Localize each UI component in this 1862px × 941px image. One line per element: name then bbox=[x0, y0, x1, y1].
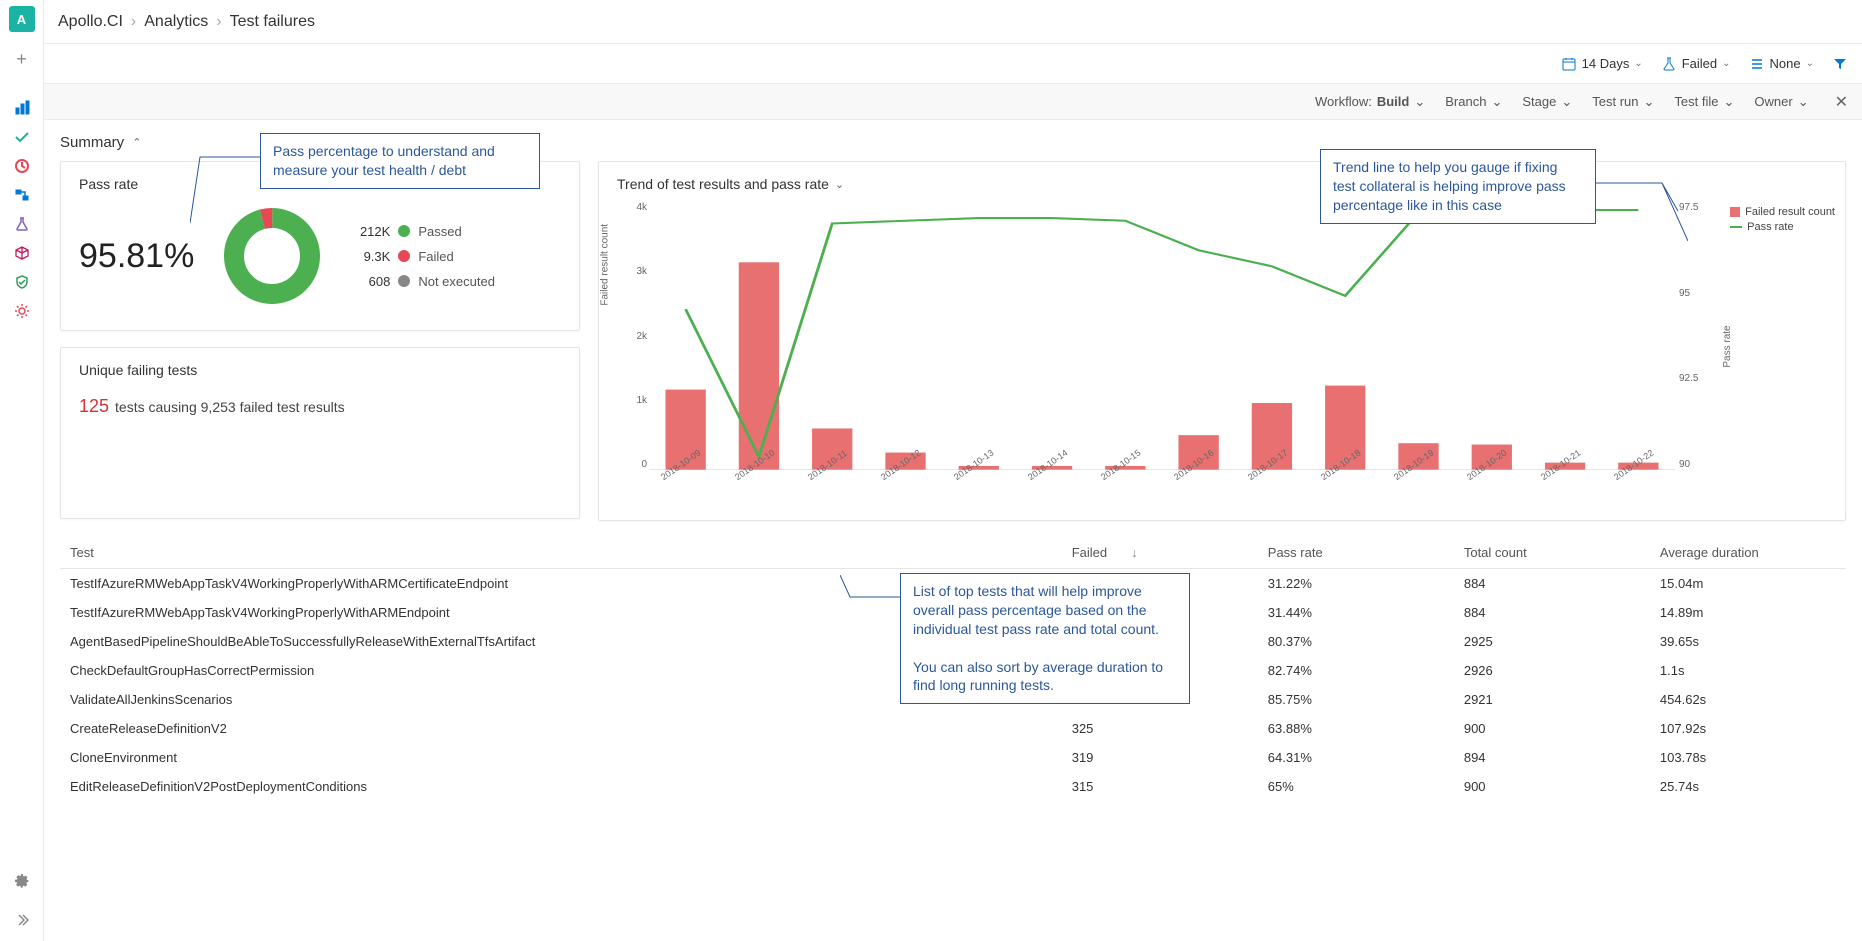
approve-icon[interactable] bbox=[11, 126, 33, 148]
sort-arrow-icon: ↓ bbox=[1131, 545, 1138, 560]
flask-icon[interactable] bbox=[11, 213, 33, 235]
close-filters-button[interactable]: ✕ bbox=[1835, 92, 1848, 112]
filter-test-run[interactable]: Test run⌄ bbox=[1592, 94, 1654, 110]
chevron-down-icon: ⌄ bbox=[1491, 94, 1502, 110]
col-total-count[interactable]: Total count bbox=[1454, 537, 1650, 569]
chevron-down-icon: ⌄ bbox=[1634, 58, 1642, 69]
chart-icon[interactable] bbox=[11, 97, 33, 119]
group-icon bbox=[1749, 56, 1765, 72]
y-right-label: Pass rate bbox=[1722, 325, 1733, 367]
col-test[interactable]: Test bbox=[60, 537, 1062, 569]
callout-table: List of top tests that will help improve… bbox=[900, 573, 1190, 704]
group-label: None bbox=[1770, 56, 1801, 71]
chevron-down-icon: ⌄ bbox=[1723, 94, 1734, 110]
legend-line-swatch bbox=[1730, 226, 1742, 228]
add-button[interactable]: + bbox=[9, 46, 35, 72]
filter-stage[interactable]: Stage⌄ bbox=[1522, 94, 1572, 110]
legend-row: 9.3KFailed bbox=[350, 249, 495, 264]
chevron-down-icon: ⌄ bbox=[1644, 94, 1655, 110]
filter-owner[interactable]: Owner⌄ bbox=[1754, 94, 1808, 110]
chevron-down-icon: ⌄ bbox=[1722, 58, 1730, 69]
project-logo[interactable]: A bbox=[9, 6, 35, 32]
calendar-icon bbox=[1561, 56, 1577, 72]
table-row[interactable]: CloneEnvironment31964.31%894103.78s bbox=[60, 743, 1846, 772]
toolbar-filters: Workflow: Build ⌄ Branch⌄ Stage⌄ Test run⌄… bbox=[44, 84, 1862, 120]
breadcrumb-sep: › bbox=[131, 13, 136, 31]
legend-row: 212KPassed bbox=[350, 224, 495, 239]
group-dropdown[interactable]: None ⌄ bbox=[1749, 56, 1814, 72]
legend-bar-swatch bbox=[1730, 207, 1740, 217]
chevron-down-icon: ⌄ bbox=[1806, 58, 1814, 69]
period-dropdown[interactable]: 14 Days ⌄ bbox=[1561, 56, 1643, 72]
chevron-down-icon: ⌄ bbox=[1561, 94, 1572, 110]
callout-trend: Trend line to help you gauge if fixing t… bbox=[1320, 149, 1596, 224]
left-nav-rail: A + bbox=[0, 0, 44, 941]
breadcrumb: Apollo.CI › Analytics › Test failures bbox=[44, 0, 1862, 44]
y-left-label: Failed result count bbox=[600, 224, 611, 306]
state-dropdown[interactable]: Failed ⌄ bbox=[1661, 56, 1731, 72]
breadcrumb-item[interactable]: Apollo.CI bbox=[58, 13, 123, 31]
callout-connector bbox=[840, 575, 900, 615]
col-pass-rate[interactable]: Pass rate bbox=[1258, 537, 1454, 569]
filter-test-file[interactable]: Test file⌄ bbox=[1674, 94, 1734, 110]
content-area: Summary ⌃ Pass rate 95.81% 212KPassed 9.3… bbox=[44, 120, 1862, 941]
breadcrumb-sep: › bbox=[216, 13, 221, 31]
settings2-icon[interactable] bbox=[11, 300, 33, 322]
package-icon[interactable] bbox=[11, 242, 33, 264]
period-label: 14 Days bbox=[1582, 56, 1630, 71]
table-row[interactable]: EditReleaseDefinitionV2PostDeploymentCon… bbox=[60, 772, 1846, 801]
release-icon[interactable] bbox=[11, 155, 33, 177]
trend-chart-plot bbox=[649, 202, 1675, 470]
filter-icon bbox=[1832, 56, 1848, 72]
x-axis-labels: 2018-10-092018-10-102018-10-112018-10-12… bbox=[649, 474, 1675, 514]
settings-icon[interactable] bbox=[11, 870, 33, 892]
breadcrumb-item[interactable]: Analytics bbox=[144, 13, 208, 31]
shield-icon[interactable] bbox=[11, 271, 33, 293]
chevron-down-icon: ⌄ bbox=[835, 178, 844, 191]
trend-legend: Failed result count Pass rate bbox=[1730, 206, 1835, 236]
failing-desc: tests causing 9,253 failed test results bbox=[115, 399, 345, 415]
workflow-label: Workflow: bbox=[1315, 94, 1372, 109]
toolbar-primary: 14 Days ⌄ Failed ⌄ None ⌄ bbox=[44, 44, 1862, 84]
col-failed[interactable]: Failed↓ bbox=[1062, 537, 1258, 569]
filter-branch[interactable]: Branch⌄ bbox=[1445, 94, 1502, 110]
callout-connector bbox=[190, 135, 260, 225]
callout-connector bbox=[1596, 171, 1688, 251]
pipeline-icon[interactable] bbox=[11, 184, 33, 206]
summary-label: Summary bbox=[60, 134, 124, 151]
tests-table: TestFailed↓Pass rateTotal countAverage d… bbox=[60, 537, 1846, 801]
legend-row: 608Not executed bbox=[350, 274, 495, 289]
state-label: Failed bbox=[1682, 56, 1717, 71]
callout-pass: Pass percentage to understand and measur… bbox=[260, 133, 540, 189]
failing-title: Unique failing tests bbox=[79, 362, 561, 378]
unique-failing-card: Unique failing tests 125 tests causing 9… bbox=[60, 347, 580, 519]
pass-rate-legend: 212KPassed 9.3KFailed 608Not executed bbox=[350, 224, 495, 289]
chevron-down-icon: ⌄ bbox=[1414, 94, 1425, 110]
expand-rail-icon[interactable] bbox=[11, 909, 33, 931]
chevron-down-icon: ⌄ bbox=[1798, 94, 1809, 110]
table-row[interactable]: CreateReleaseDefinitionV232563.88%900107… bbox=[60, 714, 1846, 743]
col-average-duration[interactable]: Average duration bbox=[1650, 537, 1846, 569]
chevron-up-icon: ⌃ bbox=[132, 136, 141, 149]
workflow-value: Build bbox=[1377, 94, 1410, 109]
flask-icon bbox=[1661, 56, 1677, 72]
workflow-filter[interactable]: Workflow: Build ⌄ bbox=[1315, 94, 1425, 110]
breadcrumb-item: Test failures bbox=[230, 13, 315, 31]
y-left-axis: 4k3k2k1k0 bbox=[629, 202, 647, 470]
filter-button[interactable] bbox=[1832, 56, 1848, 72]
failing-count: 125 bbox=[79, 396, 109, 417]
pass-rate-value: 95.81% bbox=[79, 237, 194, 276]
